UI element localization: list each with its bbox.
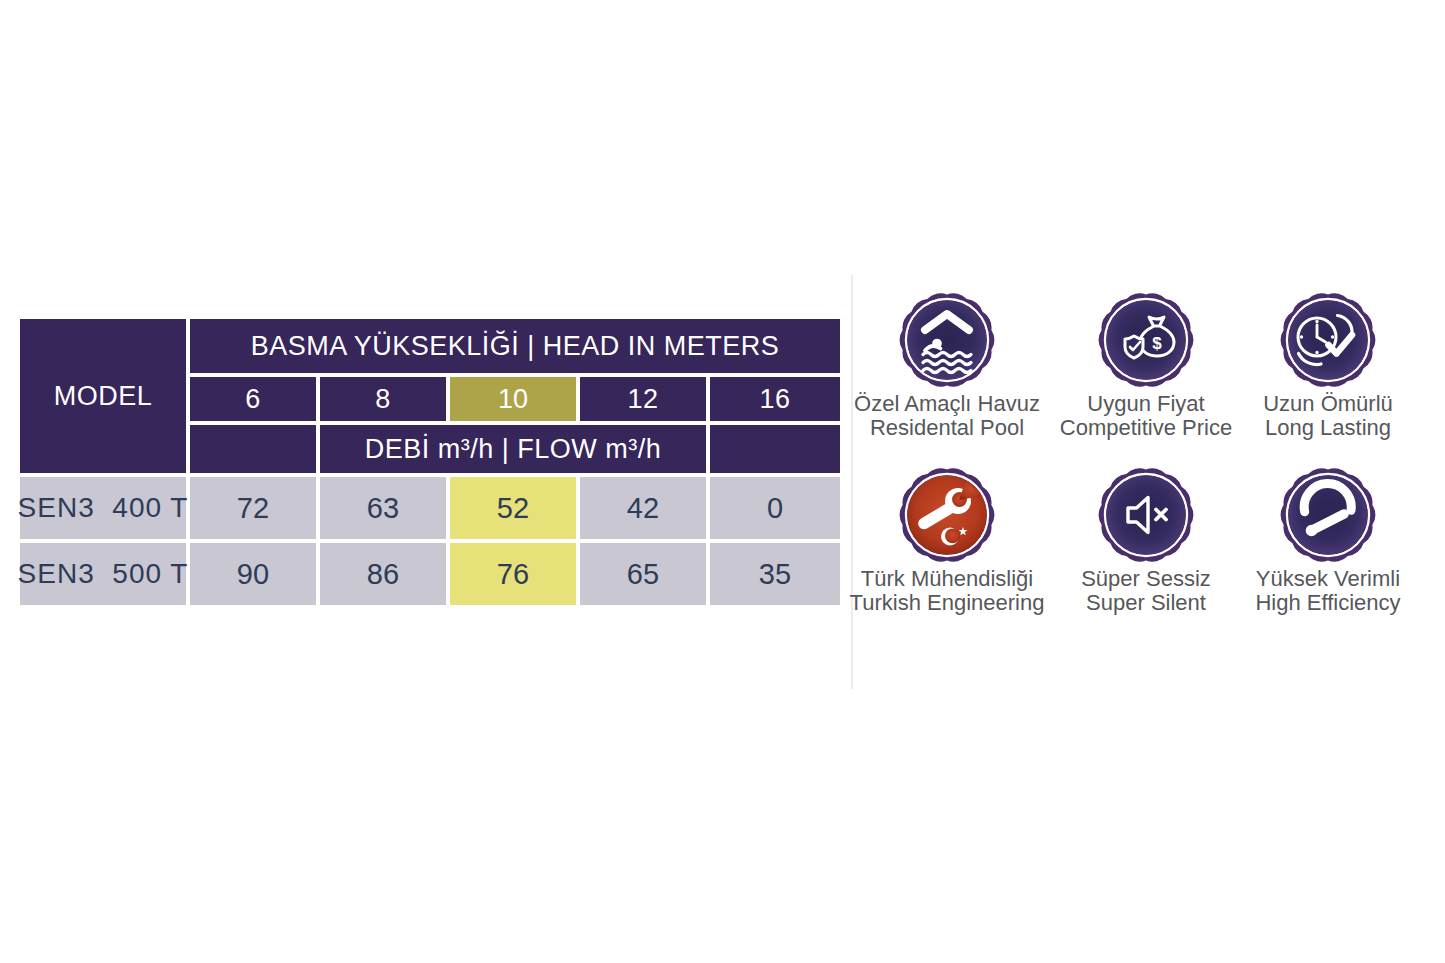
- head-col-8: 8: [320, 377, 446, 421]
- table-cell-highlighted: 76: [450, 543, 576, 605]
- table-cell: 72: [190, 477, 316, 539]
- badge-label: Süper Sessiz Super Silent: [1081, 567, 1211, 615]
- flow-header: DEBİ m³/h | FLOW m³/h: [320, 425, 706, 473]
- feature-badge-competitive-price: $ Uygun Fiyat Competitive Price: [1048, 290, 1244, 440]
- badge-label: Özel Amaçlı Havuz Residental Pool: [854, 392, 1040, 440]
- table-cell: 0: [710, 477, 840, 539]
- table-cell: 90: [190, 543, 316, 605]
- table-cell: 63: [320, 477, 446, 539]
- competitive-price-icon: $: [1096, 290, 1196, 390]
- row-model-sen3-400t: SEN3 400 T: [20, 477, 186, 539]
- head-in-meters-header: BASMA YÜKSEKLİĞİ | HEAD IN METERS: [190, 319, 840, 373]
- pump-spec-table: MODEL BASMA YÜKSEKLİĞİ | HEAD IN METERS …: [20, 319, 840, 605]
- row-model-sen3-500t: SEN3 500 T: [20, 543, 186, 605]
- head-col-12: 12: [580, 377, 706, 421]
- head-col-6: 6: [190, 377, 316, 421]
- feature-badge-residential-pool: Özel Amaçlı Havuz Residental Pool: [849, 290, 1045, 440]
- svg-text:$: $: [1152, 334, 1162, 353]
- super-silent-icon: [1096, 465, 1196, 565]
- badge-label: Uygun Fiyat Competitive Price: [1060, 392, 1232, 440]
- high-efficiency-icon: [1278, 465, 1378, 565]
- badge-label: Türk Mühendisliği Turkish Engineering: [850, 567, 1045, 615]
- feature-badge-high-efficiency: Yüksek Verimli High Efficiency: [1230, 465, 1426, 615]
- head-col-10-highlighted: 10: [450, 377, 576, 421]
- head-col-16: 16: [710, 377, 840, 421]
- badge-label: Uzun Ömürlü Long Lasting: [1263, 392, 1393, 440]
- feature-badge-long-lasting: Uzun Ömürlü Long Lasting: [1230, 290, 1426, 440]
- turkish-engineering-icon: [897, 465, 997, 565]
- residential-pool-icon: [897, 290, 997, 390]
- table-cell: 86: [320, 543, 446, 605]
- badge-label: Yüksek Verimli High Efficiency: [1255, 567, 1400, 615]
- table-cell: 65: [580, 543, 706, 605]
- table-cell: 42: [580, 477, 706, 539]
- feature-badge-turkish-engineering: Türk Mühendisliği Turkish Engineering: [849, 465, 1045, 615]
- model-column-header: MODEL: [20, 319, 186, 473]
- table-cell: 35: [710, 543, 840, 605]
- long-lasting-icon: [1278, 290, 1378, 390]
- empty-header-cell: [710, 425, 840, 473]
- table-cell-highlighted: 52: [450, 477, 576, 539]
- feature-badge-super-silent: Süper Sessiz Super Silent: [1048, 465, 1244, 615]
- empty-header-cell: [190, 425, 316, 473]
